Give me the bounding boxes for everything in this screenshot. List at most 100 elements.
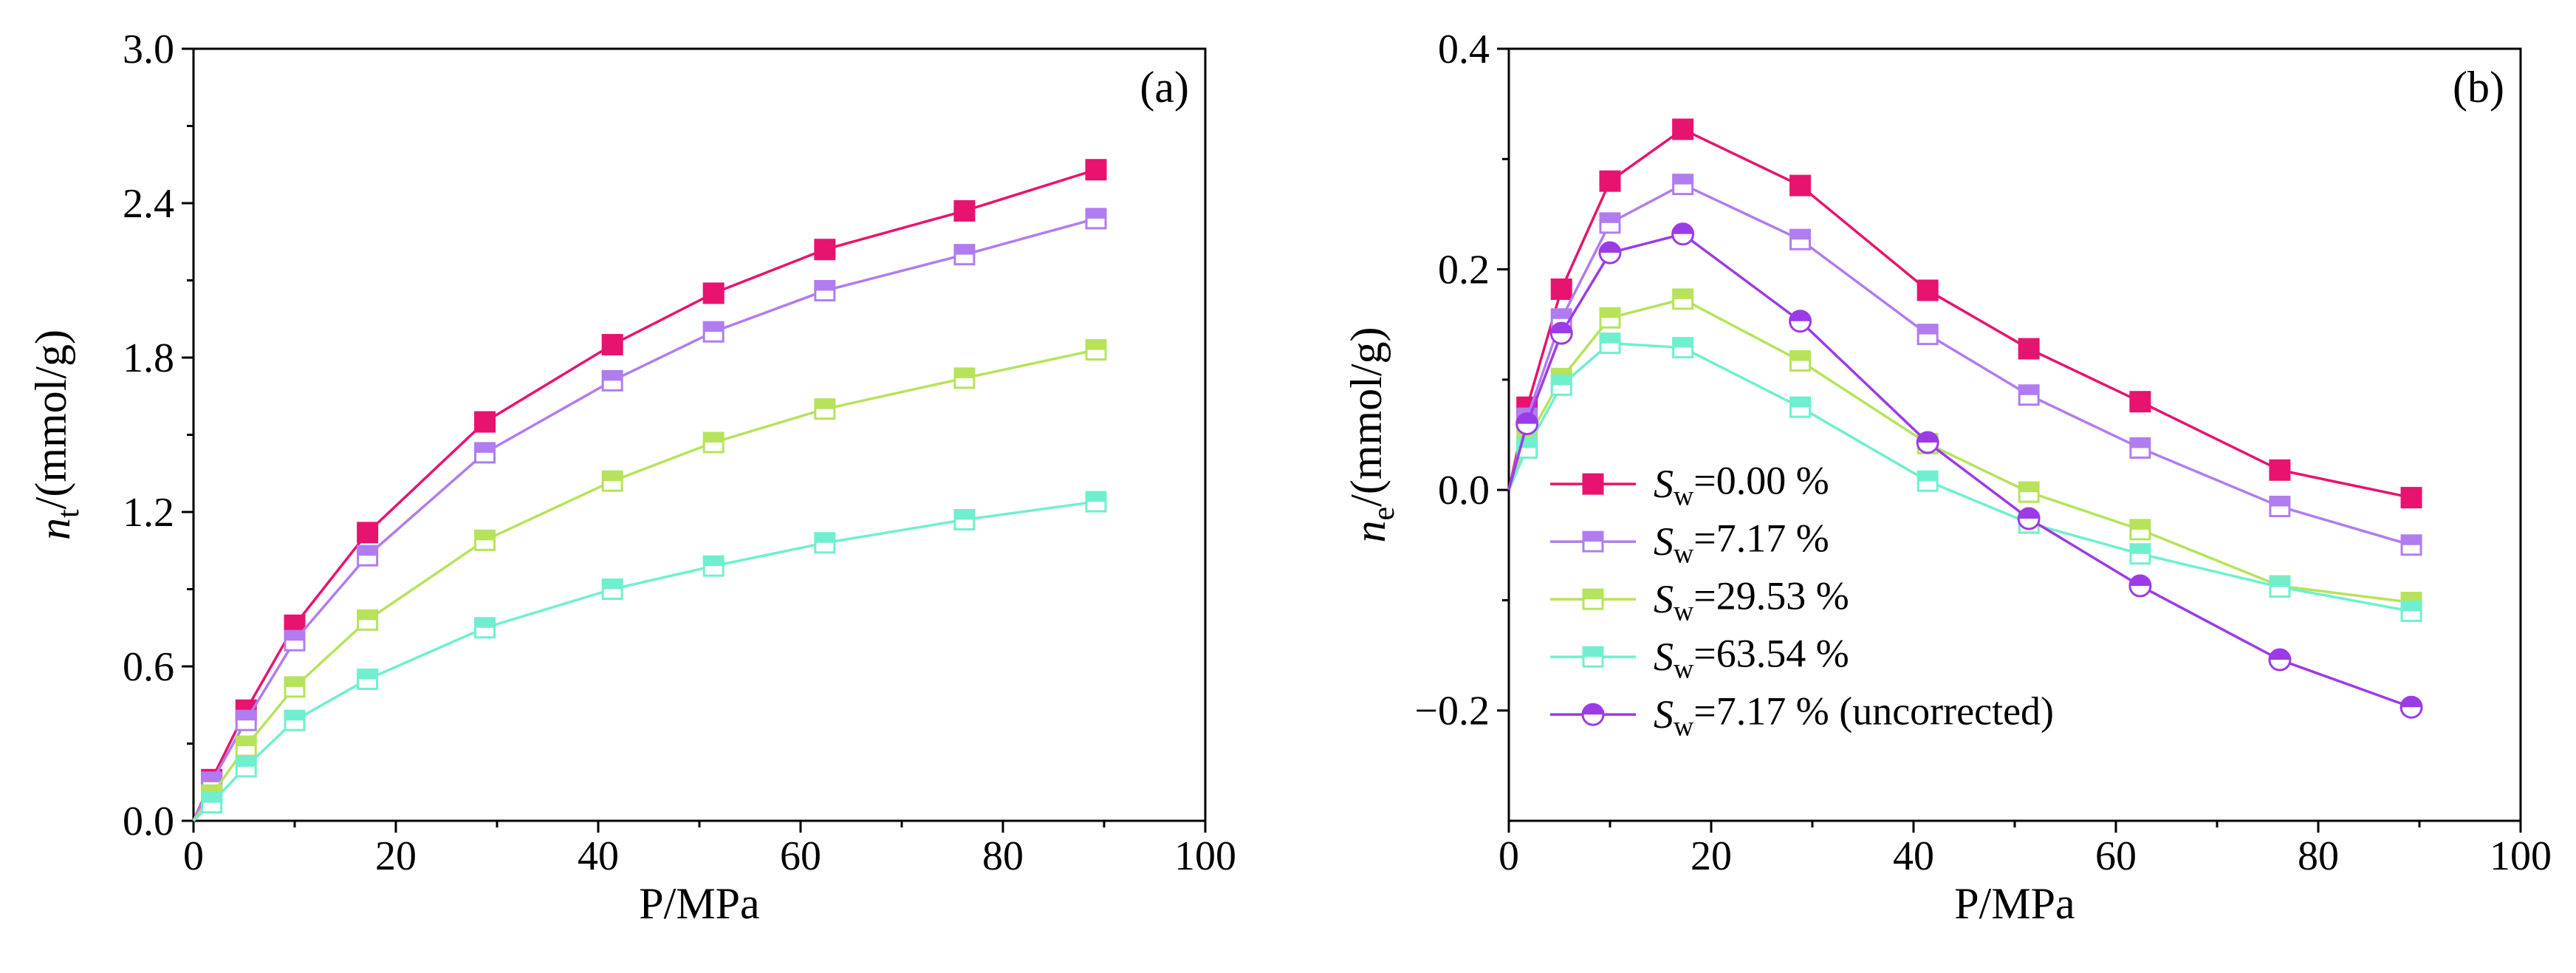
chart1-series-s2953-point-fill <box>357 610 377 621</box>
chart1-series-s2953-point-fill <box>815 399 835 409</box>
chart1-series-s6354-point <box>284 709 306 731</box>
chart2-series-s717-point-fill <box>1673 174 1693 185</box>
chart2-series-s717-point <box>2400 534 2422 556</box>
legend-label-s717: Sw=7.17 % <box>1654 516 1829 570</box>
legend-label-s717-rest: =7.17 % <box>1693 516 1829 561</box>
chart2-y-tick-label: 0.2 <box>1438 247 1490 293</box>
chart1-series-s717-point <box>235 709 257 731</box>
chart2-series-uncorr-point <box>1671 222 1695 246</box>
chart1-series-s717-point <box>1085 208 1107 230</box>
chart2-series-uncorr-point-fill <box>2269 649 2290 660</box>
chart2-series-s717-point-fill <box>1790 230 1810 240</box>
chart1-x-axis-label: P/MPa <box>639 879 759 928</box>
chart1-series-s717-point-fill <box>954 245 974 255</box>
chart1-series-s717-point-fill <box>202 772 222 782</box>
chart1-series-s6354-point-fill <box>704 556 724 567</box>
chart1-x-tick-label: 100 <box>1174 833 1236 879</box>
chart-panel-a: 0 20 40 60 80 100 0.0 0.6 1.2 1.8 2.4 3.0 P/MPa nt/(m… <box>27 27 1236 928</box>
chart2-y-axis-label-group: ne/(mmol/g) <box>1342 327 1401 543</box>
chart1-y-tick-label: 3.0 <box>123 27 174 72</box>
chart2-series-s2953-point <box>2018 481 2040 503</box>
chart2-x-tick-label: 80 <box>2298 833 2339 879</box>
chart2-series-s717-point <box>2129 437 2151 459</box>
chart2-series-s2953-point <box>2129 519 2151 541</box>
chart2-series-s717-point-fill <box>2130 438 2150 448</box>
chart1-y-axis-label-group: nt/(mmol/g) <box>27 330 86 540</box>
chart2-series-s6354-point <box>1672 337 1694 359</box>
chart2-y-tick-label: −0.2 <box>1414 689 1490 734</box>
chart1-y-tick-label: 0.6 <box>123 644 174 690</box>
chart1-series-s0-point-shape <box>702 282 724 304</box>
chart2-series-s717-point <box>1916 324 1939 346</box>
chart1-series-s2953-point-fill <box>1086 340 1106 350</box>
legend-label-s6354-main: S <box>1654 635 1674 679</box>
chart1-series-s6354-point <box>474 617 496 639</box>
chart2-series-s717-point <box>2018 384 2040 406</box>
chart1-series-s6354-point-fill <box>475 618 495 628</box>
chart1-series-s717-point <box>953 244 976 266</box>
legend-label-s6354: Sw=63.54 % <box>1654 632 1849 685</box>
chart1-x-tick-label: 20 <box>375 833 417 879</box>
chart2-series-s6354-point <box>1789 396 1812 418</box>
chart1-series-s717-point <box>814 279 836 301</box>
chart1-series-s0-point <box>357 522 379 544</box>
legend-label-s717-sub: w <box>1674 539 1694 570</box>
chart1-series-s6354-point <box>357 668 379 690</box>
chart1-series-s2953-point-fill <box>285 677 304 687</box>
chart2-series-s717-line <box>1507 182 2412 547</box>
chart2-series-uncorr-point-fill <box>2401 697 2422 708</box>
chart2-series-s0-point <box>1672 118 1694 140</box>
chart2-series-s0-point-shape <box>2129 391 2151 413</box>
chart2-series-s0-point-shape <box>1599 170 1621 192</box>
chart2-x-axis-label: P/MPa <box>1954 879 2075 928</box>
chart2-series-s0-point-shape <box>1916 279 1939 301</box>
chart1-x-tick-label: 0 <box>183 833 204 879</box>
chart2-series-s0-point <box>1789 174 1812 197</box>
chart1-series-s0-point <box>601 334 623 356</box>
chart2-series-uncorr-point-fill <box>1917 431 1939 443</box>
chart2-series-s717-point-fill <box>2402 535 2422 545</box>
chart1-series-s717-point-fill <box>704 322 724 332</box>
chart1-series-s0-point-shape <box>1085 159 1107 181</box>
chart2-series-s6354-point-fill <box>2402 601 2422 612</box>
chart1-series-s0-point <box>953 199 976 222</box>
chart2-series-uncorr-point-fill <box>1789 310 1811 321</box>
legend-marker-s0-shape <box>1582 473 1604 495</box>
chart1-series-s2953-point-fill <box>954 368 974 378</box>
chart2-series-s6354-point-fill <box>1673 338 1693 348</box>
chart2-series-s2953-point-fill <box>1673 289 1693 299</box>
chart1-panel-label: (a) <box>1140 63 1189 112</box>
chart1-x-tick-label: 80 <box>982 833 1024 879</box>
chart1-series-s0-point <box>1085 159 1107 181</box>
chart-panel-b: 0 20 40 60 80 100 −0.2 0.0 0.2 0.4 P/MPa ne/(mmol/g… <box>1342 27 2552 928</box>
chart2-series-s6354-point-fill <box>2270 577 2289 587</box>
chart1-x-tick-label: 40 <box>578 833 619 879</box>
chart2-series-s717-point <box>1789 228 1812 250</box>
chart1-y-tick-label: 1.8 <box>123 335 174 381</box>
chart2-series-s6354-point <box>2129 543 2151 565</box>
chart2-x-tick-label: 100 <box>2490 833 2552 879</box>
chart1-series-s717-point <box>474 442 496 464</box>
legend-marker-s6354-fill <box>1583 647 1603 658</box>
chart1-series-s6354-point-fill <box>236 757 256 767</box>
chart1-series-s2953-line <box>192 348 1097 822</box>
chart2-series-s717-point-fill <box>1552 309 1572 319</box>
chart2-series-uncorr-point-fill <box>1672 223 1693 234</box>
chart1-series-s2953-point <box>284 676 306 698</box>
chart2-series-s6354-point <box>1550 374 1572 396</box>
legend-label-s0-sub: w <box>1674 481 1694 512</box>
chart1-series-s6354-point-fill <box>202 793 222 803</box>
chart2-y-axis-label-sub: e <box>1367 507 1401 521</box>
chart2-series-s0-point-shape <box>1672 118 1694 140</box>
chart2-series-s0-point-shape <box>2400 487 2422 509</box>
chart2-series-s2953-point-fill <box>2130 519 2150 530</box>
chart1-series-s717-point <box>284 629 306 652</box>
chart2-series-uncorr-point-fill <box>2018 508 2040 519</box>
chart1-series-s2953-point <box>1085 339 1107 361</box>
chart2-series-uncorr-point-fill <box>1516 413 1538 424</box>
chart1-series-s6354-point-fill <box>954 510 974 520</box>
chart2-series-s6354-point <box>1516 437 1538 459</box>
chart1-series-s0-point-shape <box>474 411 496 433</box>
legend-label-s6354-sub: w <box>1674 654 1694 685</box>
chart1-series-s6354-point-fill <box>603 579 623 590</box>
